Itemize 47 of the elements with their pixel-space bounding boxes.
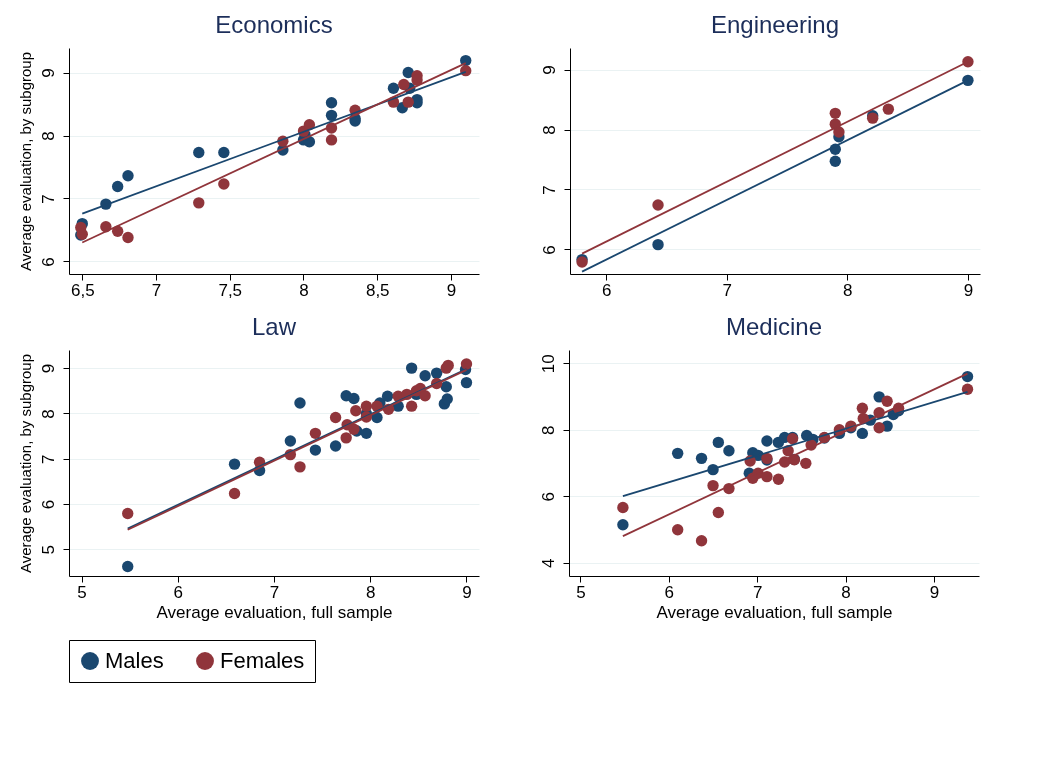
y-tick-label: 7 (539, 185, 559, 195)
x-tick-label: 8,5 (365, 280, 390, 300)
x-tick-label: 6 (664, 582, 675, 602)
x-tick-label: 7 (752, 582, 763, 602)
legend-label: Males (105, 648, 164, 673)
y-tick-label: 6 (38, 257, 58, 267)
y-tick-label: 6 (38, 499, 58, 510)
legend-label: Females (220, 648, 305, 673)
chart-title: Engineering (710, 11, 840, 38)
y-tick-label: 8 (38, 409, 58, 419)
x-tick-label: 7,5 (218, 280, 243, 300)
x-axis-title: Average evaluation, full sample (656, 602, 893, 622)
x-tick-label: 8 (843, 280, 853, 300)
x-tick-label: 9 (462, 582, 472, 602)
y-axis-title: Average evaluation, by subgroup (16, 51, 34, 272)
chart-title: Medicine (725, 313, 823, 340)
y-tick-label: 10 (538, 354, 558, 374)
x-tick-label: 5 (576, 582, 586, 602)
x-tick-label: 7 (151, 280, 162, 300)
x-tick-label: 9 (446, 280, 457, 300)
x-tick-label: 7 (269, 582, 280, 602)
x-tick-label: 6 (601, 280, 612, 300)
chart-title: Economics (215, 11, 333, 38)
chart-title: Law (251, 313, 297, 340)
x-tick-label: 9 (929, 582, 940, 602)
y-axis-title: Average evaluation, by subgroup (16, 353, 34, 574)
y-tick-label: 7 (38, 454, 58, 464)
y-tick-label: 8 (38, 131, 58, 141)
x-tick-label: 8 (366, 582, 376, 602)
y-tick-label: 9 (539, 65, 559, 75)
y-tick-label: 6 (539, 245, 559, 255)
y-tick-label: 6 (538, 492, 558, 502)
x-tick-label: 8 (299, 280, 309, 300)
y-tick-label: 8 (539, 125, 559, 135)
y-tick-label: 4 (538, 558, 558, 568)
x-tick-label: 5 (77, 582, 87, 602)
x-axis-title: Average evaluation, full sample (156, 602, 393, 622)
x-tick-label: 7 (722, 280, 732, 300)
y-tick-label: 9 (38, 363, 58, 374)
x-tick-label: 6,5 (70, 280, 95, 300)
x-tick-label: 6 (173, 582, 183, 602)
x-tick-label: 8 (841, 582, 851, 602)
y-tick-label: 7 (38, 194, 58, 204)
y-tick-label: 8 (538, 425, 558, 435)
y-tick-label: 5 (38, 545, 58, 555)
y-tick-label: 9 (38, 68, 58, 78)
x-tick-label: 9 (963, 280, 974, 300)
